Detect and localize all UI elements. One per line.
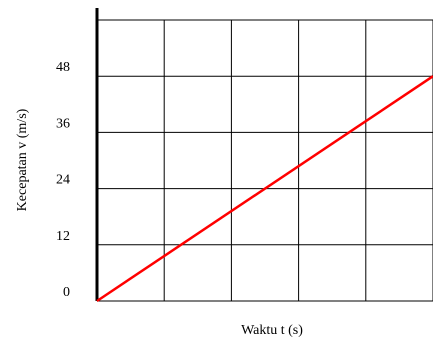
x-axis-label: Waktu t (s) (241, 323, 303, 338)
series-line (96, 75, 433, 303)
y-tick-label: 24 (56, 173, 70, 188)
y-axis-label: Kecepatan v (m/s) (15, 108, 30, 211)
y-tick-labels: 0 12 24 36 48 (56, 60, 70, 300)
grid-lines (97, 19, 433, 302)
y-tick-label: 36 (56, 116, 70, 131)
y-tick-label: 0 (63, 285, 70, 300)
y-tick-label: 12 (56, 229, 70, 244)
y-tick-label: 48 (56, 60, 70, 75)
